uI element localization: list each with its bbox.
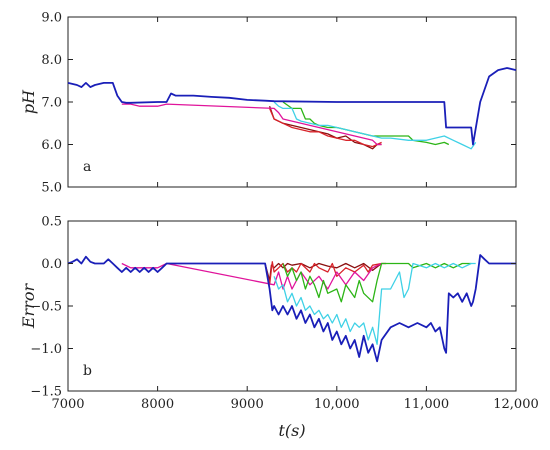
x-tick-label: 12,000 bbox=[493, 397, 539, 412]
series-line-5 bbox=[273, 101, 477, 150]
series-line-3 bbox=[121, 262, 382, 290]
panel-b: 7000 8000 9000 10,000 11,000 12,000 −1.5 −1.0 −0… bbox=[19, 215, 539, 413]
series-line-1 bbox=[264, 262, 387, 282]
y-tick-label: −0.5 bbox=[30, 300, 62, 315]
series-line-6 bbox=[67, 254, 516, 363]
y-tick-label: 9.0 bbox=[41, 11, 62, 26]
panel-b-ticks: 7000 8000 9000 10,000 11,000 12,000 −1.5 −1.0 −0… bbox=[30, 215, 538, 413]
panel-a-y-axis-label: pH bbox=[19, 89, 38, 114]
y-tick-label: 0.5 bbox=[41, 215, 62, 230]
x-tick-label: 11,000 bbox=[404, 397, 450, 412]
x-tick-label: 7000 bbox=[51, 397, 84, 412]
panel-b-y-axis-label: Error bbox=[19, 283, 38, 330]
x-tick-label: 8000 bbox=[141, 397, 174, 412]
y-tick-label: −1.5 bbox=[30, 385, 62, 400]
y-tick-label: 7.0 bbox=[41, 96, 62, 111]
panel-b-plot-area bbox=[67, 254, 516, 363]
y-tick-label: 6.0 bbox=[41, 138, 62, 153]
panel-b-tag: b bbox=[83, 363, 92, 379]
y-tick-label: 5.0 bbox=[41, 181, 62, 196]
series-line-2 bbox=[269, 108, 382, 148]
x-tick-label: 10,000 bbox=[314, 397, 360, 412]
panel-a-tag: a bbox=[83, 159, 91, 175]
series-line-5 bbox=[273, 262, 476, 345]
y-tick-label: −1.0 bbox=[30, 342, 62, 357]
x-tick-label: 9000 bbox=[231, 397, 264, 412]
panel-a-plot-area bbox=[67, 67, 517, 150]
series-line-6 bbox=[67, 67, 517, 146]
y-tick-label: 8.0 bbox=[41, 53, 62, 68]
y-tick-label: 0.0 bbox=[41, 257, 62, 272]
series-line-2 bbox=[264, 261, 382, 286]
panel-a-ticks: 5.0 6.0 7.0 8.0 9.0 bbox=[41, 11, 517, 196]
x-axis-label: t(s) bbox=[278, 421, 305, 440]
panel-a: 5.0 6.0 7.0 8.0 9.0 pH a bbox=[19, 11, 517, 196]
series-line-3 bbox=[121, 103, 382, 146]
